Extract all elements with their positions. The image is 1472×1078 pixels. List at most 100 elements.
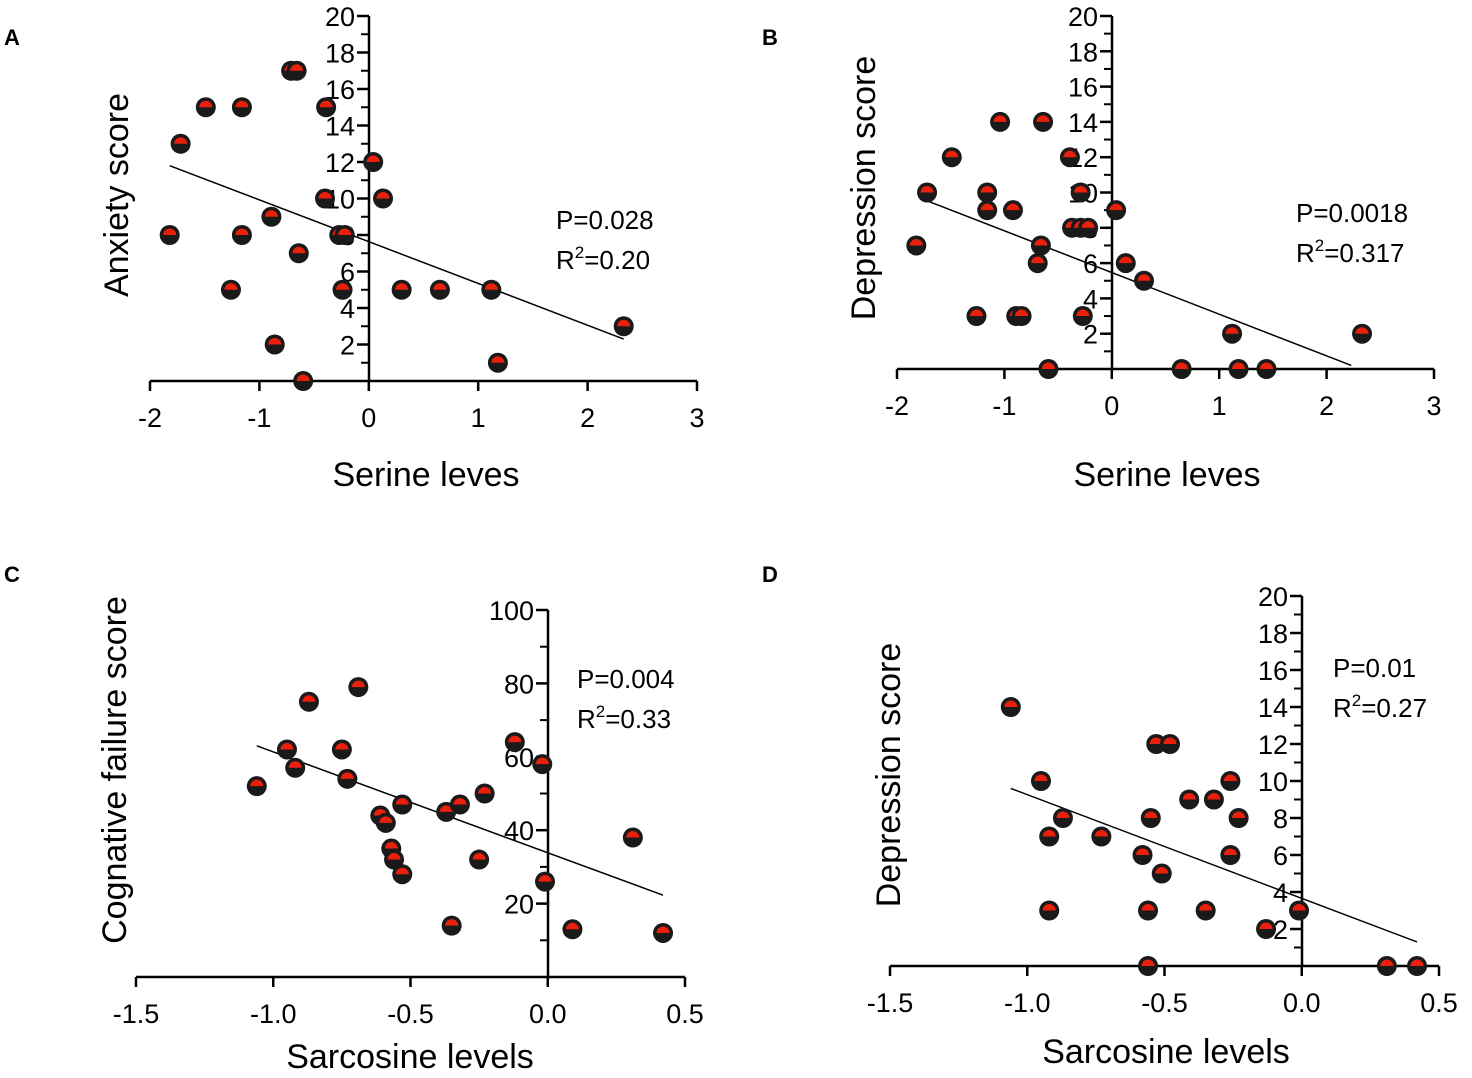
data-point — [1132, 845, 1153, 865]
data-point-highlight — [1182, 793, 1196, 800]
data-point — [316, 97, 337, 118]
x-tick-label: 0.5 — [666, 999, 704, 1029]
data-point-highlight — [336, 283, 350, 290]
x-axis-label: Serine leves — [332, 456, 519, 494]
data-point-highlight — [351, 680, 365, 688]
data-point — [331, 739, 352, 760]
y-axis-label: Depression score — [870, 643, 908, 908]
data-point-highlight — [1034, 238, 1048, 246]
data-point-highlight — [1223, 774, 1237, 781]
data-point-highlight — [319, 100, 333, 108]
x-tick-label: -0.5 — [387, 999, 434, 1029]
data-point-highlight — [1136, 848, 1150, 855]
panel-letter: A — [4, 25, 20, 50]
data-point — [1115, 253, 1136, 274]
data-point-highlight — [1163, 737, 1177, 744]
data-point — [1159, 734, 1180, 754]
data-point-highlight — [174, 137, 188, 144]
data-point — [1039, 900, 1060, 921]
data-point — [1138, 900, 1159, 921]
y-tick-label: 2 — [340, 331, 355, 361]
r-squared-text: R2=0.20 — [556, 243, 650, 275]
data-point — [1407, 956, 1428, 976]
x-tick-label: 2 — [580, 403, 595, 433]
data-point-highlight — [538, 875, 552, 882]
x-tick-label: 0 — [1104, 391, 1119, 421]
y-tick-label: 12 — [1258, 730, 1288, 760]
data-point-highlight — [993, 115, 1007, 122]
data-point — [1228, 808, 1249, 828]
data-point-highlight — [292, 246, 306, 254]
data-point — [348, 677, 369, 698]
data-point — [977, 182, 998, 203]
data-point-highlight — [453, 798, 467, 805]
y-tick-label: 16 — [1258, 656, 1288, 686]
y-axis-label: Anxiety score — [98, 93, 136, 297]
data-point-highlight — [478, 787, 492, 794]
data-point-highlight — [1141, 904, 1155, 911]
data-point — [231, 97, 252, 118]
x-axis-label: Sarcosine levels — [286, 1038, 534, 1076]
data-point — [429, 279, 450, 300]
data-point-highlight — [1081, 221, 1095, 228]
p-value-text: P=0.004 — [577, 664, 675, 694]
data-point — [315, 188, 336, 209]
data-point — [261, 206, 282, 227]
data-point-highlight — [920, 186, 934, 193]
data-point — [449, 794, 470, 815]
data-point-highlight — [366, 155, 380, 162]
data-point-highlight — [1207, 793, 1221, 800]
data-point — [1140, 808, 1161, 828]
data-point-highlight — [224, 283, 238, 290]
x-tick-label: 0.0 — [1283, 988, 1321, 1018]
data-point-highlight — [290, 64, 304, 71]
x-tick-label: 0.0 — [529, 999, 567, 1029]
data-point — [966, 306, 987, 327]
data-point — [1091, 826, 1112, 847]
y-tick-label: 40 — [504, 816, 534, 846]
data-point-highlight — [617, 319, 631, 327]
data-point — [1059, 147, 1080, 168]
data-point-highlight — [1094, 830, 1108, 837]
data-point-highlight — [1063, 150, 1077, 158]
data-point — [1002, 200, 1023, 221]
p-value-text: P=0.01 — [1333, 653, 1416, 683]
data-point-highlight — [395, 283, 409, 290]
data-point — [332, 279, 353, 300]
data-point-highlight — [1225, 327, 1239, 334]
data-point-highlight — [302, 695, 316, 702]
data-point-highlight — [1119, 256, 1133, 264]
data-point-highlight — [1259, 922, 1273, 929]
data-point-highlight — [1144, 811, 1158, 818]
data-point-highlight — [1042, 904, 1056, 911]
data-point — [391, 279, 412, 300]
y-tick-label: 10 — [1258, 767, 1288, 797]
data-point — [392, 794, 413, 815]
data-point — [1256, 919, 1277, 939]
data-point-highlight — [1155, 867, 1169, 874]
data-point — [1106, 200, 1127, 221]
y-tick-label: 20 — [1258, 582, 1288, 612]
data-point-highlight — [1074, 186, 1088, 193]
data-point-highlight — [1141, 959, 1155, 966]
data-point — [1171, 359, 1192, 379]
r-squared-superscript: 2 — [596, 702, 605, 721]
data-point — [1033, 111, 1054, 132]
data-point — [285, 757, 306, 778]
x-tick-label: 1 — [1212, 391, 1227, 421]
data-point — [1134, 270, 1155, 291]
data-point — [562, 919, 583, 940]
data-point — [220, 279, 241, 300]
data-point-highlight — [395, 798, 409, 805]
data-point — [1070, 182, 1091, 203]
y-tick-label: 18 — [1068, 37, 1098, 67]
x-tick-label: 3 — [1426, 391, 1441, 421]
y-tick-label: 100 — [489, 596, 534, 626]
data-point — [1072, 306, 1093, 327]
data-point — [373, 188, 394, 209]
data-point-highlight — [1232, 362, 1246, 369]
data-point — [384, 849, 405, 870]
x-tick-label: -0.5 — [1141, 988, 1188, 1018]
data-point — [1146, 734, 1167, 754]
